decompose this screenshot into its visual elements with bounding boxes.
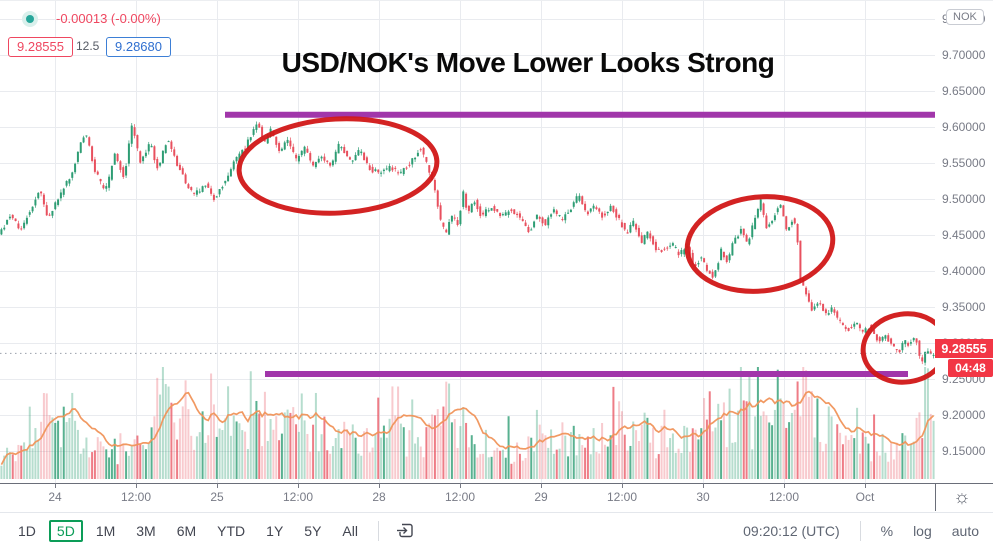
price-axis-label: 9.70000 — [942, 48, 986, 62]
range-button-1d[interactable]: 1D — [18, 522, 36, 539]
toolbar-divider — [377, 520, 379, 541]
currency-unit-badge[interactable]: NOK — [946, 9, 984, 25]
series-toggle-dot[interactable] — [22, 11, 38, 27]
log-scale-toggle[interactable]: log — [913, 522, 932, 539]
time-axis-label: 28 — [372, 490, 386, 504]
range-button-5y[interactable]: 5Y — [304, 522, 322, 539]
price-axis-label: 9.20000 — [942, 408, 986, 422]
theme-toggle-sun-icon[interactable]: ☼ — [953, 487, 971, 508]
range-button-all[interactable]: All — [342, 522, 358, 539]
range-button-1y[interactable]: 1Y — [266, 522, 284, 539]
price-axis-label: 9.15000 — [942, 444, 986, 458]
sell-bid-button[interactable]: 9.28555 — [8, 37, 73, 57]
spread-value: 12.5 — [76, 39, 100, 53]
price-axis[interactable]: 9.750009.700009.650009.600009.550009.500… — [935, 1, 993, 483]
time-axis-label: 12:00 — [282, 490, 314, 504]
range-button-ytd[interactable]: YTD — [217, 522, 246, 539]
last-price-label: 9.28555 — [935, 339, 993, 358]
time-axis-label: Oct — [855, 490, 875, 504]
time-axis-label: 12:00 — [444, 490, 476, 504]
range-button-1m[interactable]: 1M — [95, 522, 116, 539]
buy-ask-button[interactable]: 9.28680 — [106, 37, 171, 57]
price-chart-canvas[interactable] — [0, 1, 993, 511]
price-axis-label: 9.40000 — [942, 264, 986, 278]
toolbar-divider — [859, 520, 861, 541]
time-axis-label: 12:00 — [120, 490, 152, 504]
bottom-toolbar: 1D 5D 1M 3M 6M YTD 1Y 5Y All 09:20:12 (UTC) % lo… — [0, 512, 993, 547]
time-axis-label: 30 — [696, 490, 710, 504]
auto-scale-toggle[interactable]: auto — [951, 522, 979, 539]
time-axis[interactable]: 24 12:00 25 12:00 28 12:00 29 12:00 30 12:00 Oct — [0, 483, 935, 511]
time-axis-label: 12:00 — [606, 490, 638, 504]
series-color-icon — [26, 15, 34, 23]
price-axis-label: 9.35000 — [942, 300, 986, 314]
price-axis-label: 9.60000 — [942, 120, 986, 134]
annotation-title: USD/NOK's Move Lower Looks Strong — [281, 47, 775, 78]
time-axis-label: 12:00 — [768, 490, 800, 504]
time-axis-label: 25 — [210, 490, 224, 504]
go-to-date-icon[interactable] — [395, 520, 416, 541]
session-clock[interactable]: 09:20:12 (UTC) — [743, 522, 840, 539]
price-axis-label: 9.55000 — [942, 156, 986, 170]
range-button-3m[interactable]: 3M — [136, 522, 156, 539]
price-axis-label: 9.45000 — [942, 228, 986, 242]
range-button-5d[interactable]: 5D — [48, 519, 83, 542]
time-axis-label: 29 — [534, 490, 548, 504]
price-axis-label: 9.65000 — [942, 84, 986, 98]
price-change: -0.00013 (-0.00%) — [56, 11, 161, 26]
range-selector: 1D 5D 1M 3M 6M YTD 1Y 5Y All — [0, 519, 358, 542]
time-axis-label: 24 — [48, 490, 62, 504]
percent-scale-toggle[interactable]: % — [880, 522, 894, 539]
toolbar-right: 09:20:12 (UTC) % log auto — [743, 520, 993, 541]
range-button-6m[interactable]: 6M — [176, 522, 197, 539]
bar-countdown-label: 04:48 — [948, 359, 993, 377]
price-axis-label: 9.50000 — [942, 192, 986, 206]
